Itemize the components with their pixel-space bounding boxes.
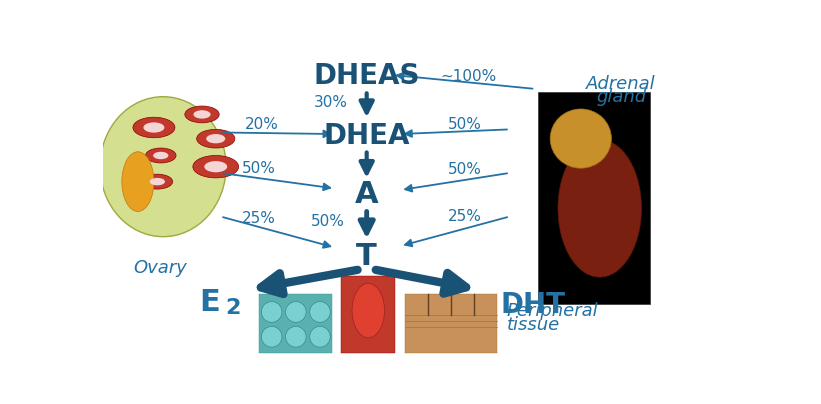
Text: A: A: [355, 180, 378, 209]
Circle shape: [206, 134, 225, 143]
Text: Adrenal: Adrenal: [586, 75, 656, 93]
Circle shape: [142, 174, 172, 189]
Circle shape: [149, 178, 165, 185]
Ellipse shape: [310, 326, 330, 347]
Ellipse shape: [286, 302, 306, 322]
Circle shape: [133, 117, 175, 138]
Ellipse shape: [100, 97, 226, 237]
Ellipse shape: [261, 326, 282, 347]
Text: DHEA: DHEA: [323, 122, 410, 149]
Text: 50%: 50%: [310, 214, 345, 229]
Text: E: E: [200, 288, 220, 316]
Bar: [259, 294, 332, 354]
Ellipse shape: [122, 152, 154, 211]
Text: ~100%: ~100%: [440, 69, 497, 84]
Text: 50%: 50%: [241, 161, 276, 176]
Text: 25%: 25%: [241, 210, 276, 225]
Circle shape: [145, 148, 176, 163]
Text: 50%: 50%: [448, 117, 482, 132]
Text: 2: 2: [226, 298, 241, 318]
Circle shape: [144, 122, 164, 133]
Text: DHT: DHT: [500, 291, 566, 319]
Text: DHEAS: DHEAS: [314, 63, 420, 90]
Bar: [539, 92, 650, 303]
Circle shape: [185, 106, 219, 123]
Bar: [342, 276, 396, 354]
Text: gland: gland: [596, 88, 646, 106]
Text: Peripheral: Peripheral: [507, 302, 599, 320]
Circle shape: [197, 129, 235, 148]
Ellipse shape: [261, 302, 282, 322]
Text: tissue: tissue: [507, 316, 560, 335]
Ellipse shape: [352, 283, 384, 338]
Text: T: T: [356, 242, 377, 271]
Ellipse shape: [558, 140, 641, 277]
Text: 50%: 50%: [448, 162, 482, 177]
Text: 30%: 30%: [314, 95, 347, 110]
Ellipse shape: [550, 109, 612, 168]
Circle shape: [194, 110, 211, 119]
Circle shape: [154, 152, 168, 159]
Circle shape: [204, 161, 227, 172]
Circle shape: [193, 156, 239, 178]
Bar: [405, 294, 498, 354]
Text: Ovary: Ovary: [133, 259, 186, 277]
Text: 20%: 20%: [245, 117, 278, 132]
Ellipse shape: [286, 326, 306, 347]
Text: 25%: 25%: [448, 209, 482, 224]
Ellipse shape: [310, 302, 330, 322]
